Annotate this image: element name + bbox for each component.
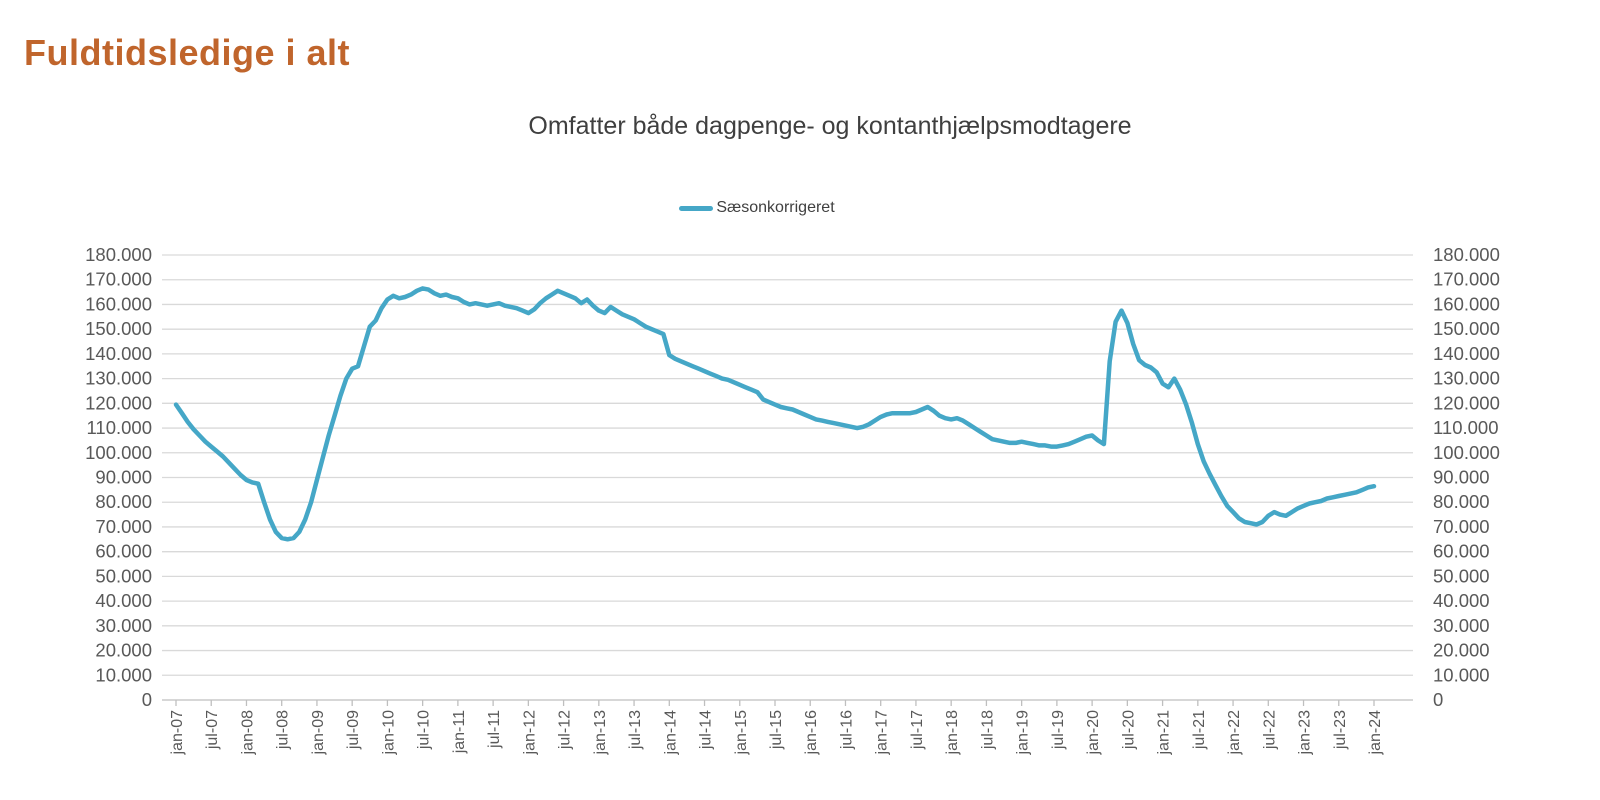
y-tick-label-left: 170.000 <box>85 269 152 290</box>
y-tick-label-left: 80.000 <box>95 491 152 512</box>
x-tick-label: jul-22 <box>1261 710 1278 750</box>
y-tick-label-left: 70.000 <box>95 516 152 537</box>
y-tick-label-right: 110.000 <box>1433 417 1499 438</box>
x-tick-label: jan-23 <box>1297 710 1314 756</box>
x-tick-label: jan-12 <box>521 710 538 756</box>
page-title: Fuldtidsledige i alt <box>24 32 351 73</box>
y-tick-label-left: 0 <box>142 689 152 710</box>
x-tick-label: jul-21 <box>1191 710 1208 750</box>
y-tick-label-right: 120.000 <box>1433 392 1500 413</box>
y-tick-label-right: 100.000 <box>1433 442 1500 463</box>
y-tick-label-right: 160.000 <box>1433 293 1500 314</box>
y-tick-label-right: 150.000 <box>1433 318 1500 339</box>
x-tick-label: jan-09 <box>310 710 327 756</box>
y-tick-label-left: 30.000 <box>95 615 152 636</box>
y-tick-label-left: 180.000 <box>85 244 152 265</box>
y-tick-label-right: 180.000 <box>1433 244 1500 265</box>
x-tick-label: jul-18 <box>979 710 996 750</box>
y-tick-label-left: 60.000 <box>95 541 152 562</box>
chart-legend: Sæsonkorrigeret <box>0 199 1514 217</box>
x-tick-label: jul-13 <box>627 710 644 750</box>
y-tick-label-left: 100.000 <box>85 442 152 463</box>
x-tick-label: jul-16 <box>838 710 855 750</box>
y-tick-label-right: 70.000 <box>1433 516 1490 537</box>
y-tick-label-right: 130.000 <box>1433 368 1500 389</box>
y-tick-label-left: 110.000 <box>87 417 153 438</box>
x-tick-label: jul-08 <box>275 710 292 750</box>
series-line-saesonkorrigeret <box>173 286 1377 542</box>
x-tick-label: jan-16 <box>803 710 820 756</box>
x-tick-label: jan-18 <box>944 710 961 756</box>
x-tick-label: jul-14 <box>698 710 715 750</box>
x-tick-label: jan-17 <box>874 710 891 756</box>
y-tick-label-left: 40.000 <box>95 590 152 611</box>
x-tick-label: jan-22 <box>1226 710 1243 756</box>
y-tick-label-left: 50.000 <box>95 565 152 586</box>
x-tick-label: jan-21 <box>1156 710 1173 756</box>
y-axis-left: 0 10.000 20.000 30.000 40.000 50.000 60.000 70.… <box>85 244 152 710</box>
y-tick-label-right: 140.000 <box>1433 343 1500 364</box>
y-tick-label-right: 90.000 <box>1433 467 1490 488</box>
y-tick-label-right: 50.000 <box>1433 565 1490 586</box>
x-tick-label: jan-08 <box>239 710 256 756</box>
x-tick-label: jul-20 <box>1120 710 1137 750</box>
y-tick-label-left: 140.000 <box>85 343 152 364</box>
y-tick-label-left: 10.000 <box>95 664 152 685</box>
x-tick-label: jul-12 <box>557 710 574 750</box>
x-tick-label: jul-15 <box>768 710 785 750</box>
y-tick-label-left: 90.000 <box>95 467 152 488</box>
y-tick-label-right: 0 <box>1433 689 1443 710</box>
x-tick-label: jan-10 <box>380 710 397 756</box>
x-tick-label: jan-07 <box>169 710 186 756</box>
y-tick-label-right: 30.000 <box>1433 615 1490 636</box>
x-tick-label: jan-20 <box>1085 710 1102 756</box>
gridlines <box>162 254 1413 701</box>
legend-line-marker-icon <box>679 205 714 211</box>
y-tick-label-right: 40.000 <box>1433 590 1490 611</box>
x-tick-label: jan-24 <box>1367 710 1384 756</box>
x-tick-label: jul-07 <box>204 710 221 750</box>
x-tick-label: jan-15 <box>733 710 750 756</box>
y-tick-label-left: 150.000 <box>85 318 152 339</box>
y-tick-label-left: 120.000 <box>85 392 152 413</box>
chart-title: Omfatter både dagpenge- og kontanthjælps… <box>528 112 1132 140</box>
x-axis: jan-07 jul-07 jan-08 jul-08 jan-09 jul-09 jan-… <box>169 700 1384 755</box>
x-tick-label: jul-17 <box>909 710 926 750</box>
x-tick-label: jul-10 <box>416 710 433 750</box>
y-tick-label-right: 60.000 <box>1433 541 1490 562</box>
y-tick-label-right: 20.000 <box>1433 640 1490 661</box>
x-tick-label: jan-14 <box>662 710 679 756</box>
x-tick-label: jan-13 <box>592 710 609 756</box>
x-tick-label: jan-19 <box>1015 710 1032 756</box>
y-tick-label-right: 80.000 <box>1433 491 1490 512</box>
y-tick-label-left: 130.000 <box>85 368 152 389</box>
x-tick-label: jul-11 <box>486 710 503 749</box>
y-tick-label-right: 10.000 <box>1433 664 1490 685</box>
legend-series-label: Sæsonkorrigeret <box>716 199 835 216</box>
y-axis-right: 0 10.000 20.000 30.000 40.000 50.000 60.000 70.… <box>1433 244 1500 710</box>
x-tick-label: jul-19 <box>1050 710 1067 750</box>
y-tick-label-left: 160.000 <box>85 293 152 314</box>
x-tick-label: jan-11 <box>451 710 468 754</box>
y-tick-label-right: 170.000 <box>1433 269 1500 290</box>
x-tick-label: jul-23 <box>1332 710 1349 750</box>
x-tick-label: jul-09 <box>345 710 362 750</box>
y-tick-label-left: 20.000 <box>95 640 152 661</box>
